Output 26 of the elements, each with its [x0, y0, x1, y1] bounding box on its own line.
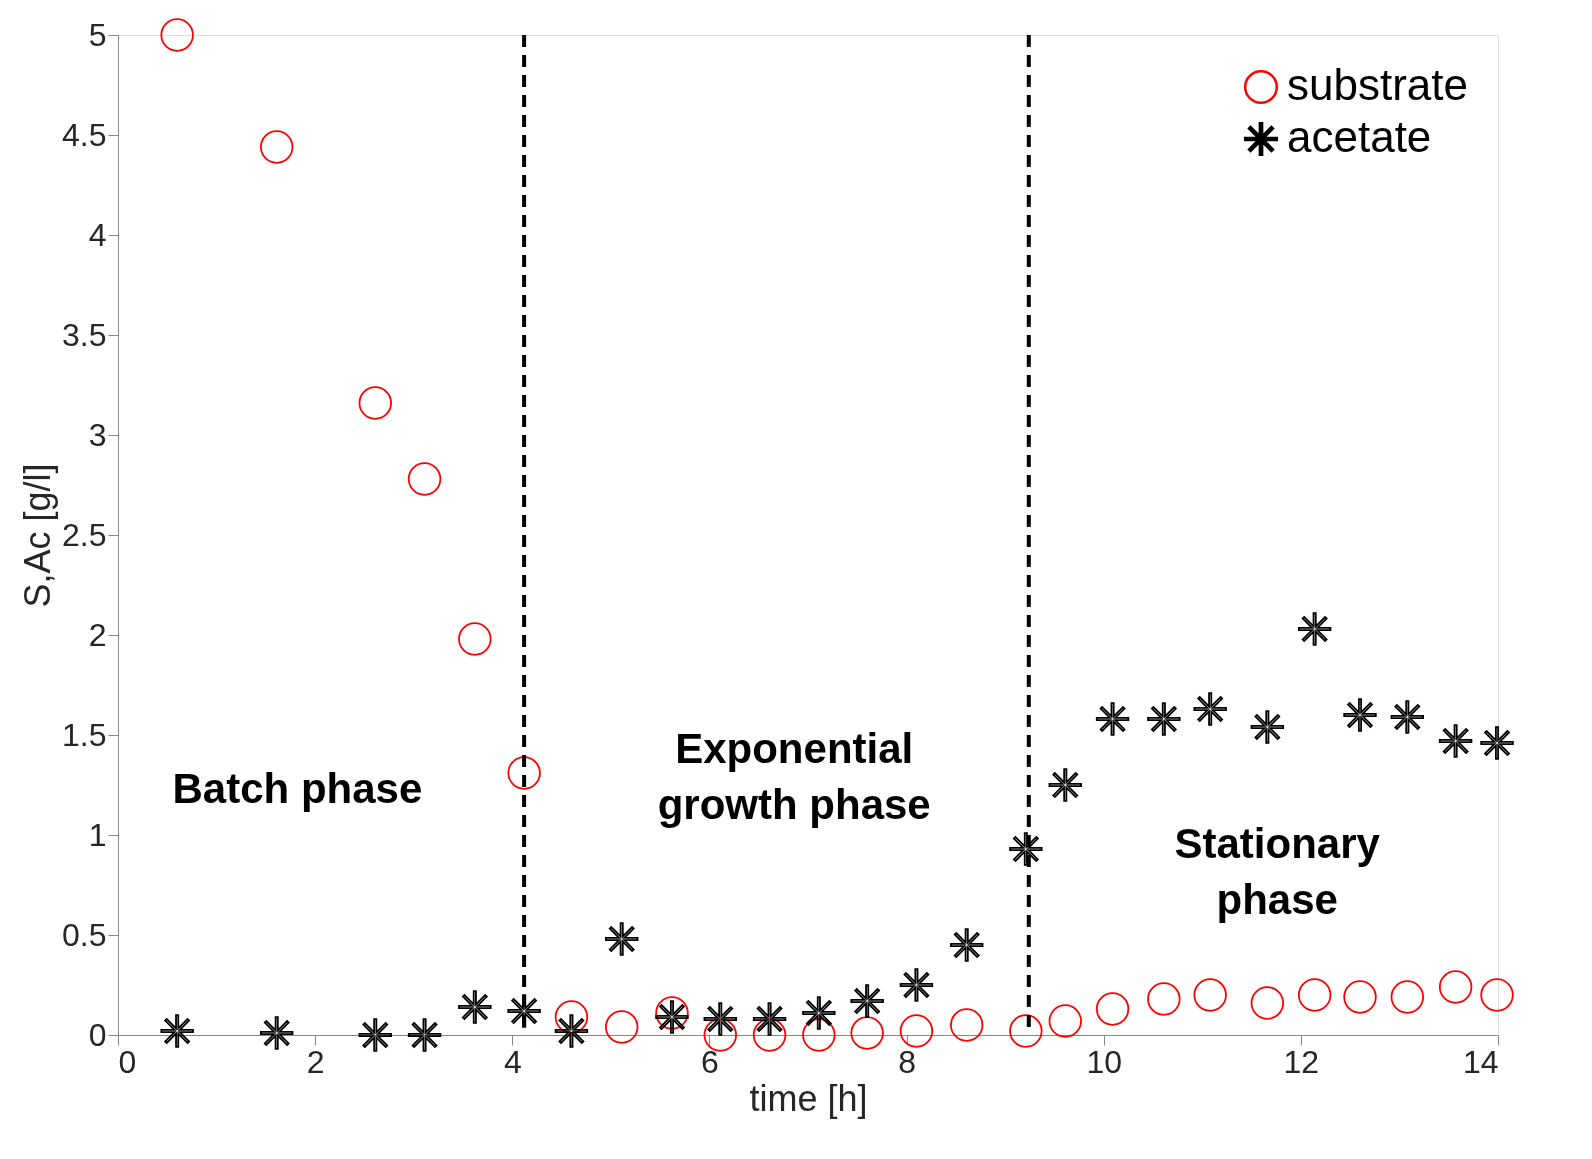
legend-label: substrate	[1287, 60, 1468, 109]
y-tick-label: 1	[88, 816, 107, 853]
y-tick-label: 2	[88, 616, 107, 653]
y-tick-label: 2.5	[62, 516, 107, 553]
y-tick-label: 4.5	[62, 116, 107, 153]
legend-label: acetate	[1287, 112, 1432, 161]
x-tick-label: 12	[1283, 1043, 1320, 1080]
y-tick-label: 0.5	[62, 916, 107, 953]
x-tick-label: 8	[898, 1043, 916, 1080]
annotation: Exponential growth phase	[657, 725, 931, 828]
y-tick-label: 3	[88, 416, 107, 453]
x-tick-label: 14	[1462, 1043, 1499, 1080]
annotation: Batch phase	[172, 765, 423, 812]
x-tick-label: 0	[118, 1043, 137, 1080]
annotation: Stationary phase	[1174, 820, 1381, 923]
y-tick-label: 4	[88, 216, 107, 253]
y-tick-label: 1.5	[62, 716, 107, 753]
x-tick-label: 6	[701, 1043, 719, 1080]
y-tick-label: 3.5	[62, 316, 107, 353]
y-axis-title: S,Ac [g/l]	[17, 463, 59, 608]
x-axis-title: time [h]	[749, 1077, 868, 1119]
y-tick-label: 0	[88, 1016, 107, 1053]
y-tick-label: 5	[88, 16, 107, 53]
x-tick-label: 10	[1086, 1043, 1123, 1080]
x-tick-label: 4	[503, 1043, 522, 1080]
x-tick-label: 2	[306, 1043, 325, 1080]
